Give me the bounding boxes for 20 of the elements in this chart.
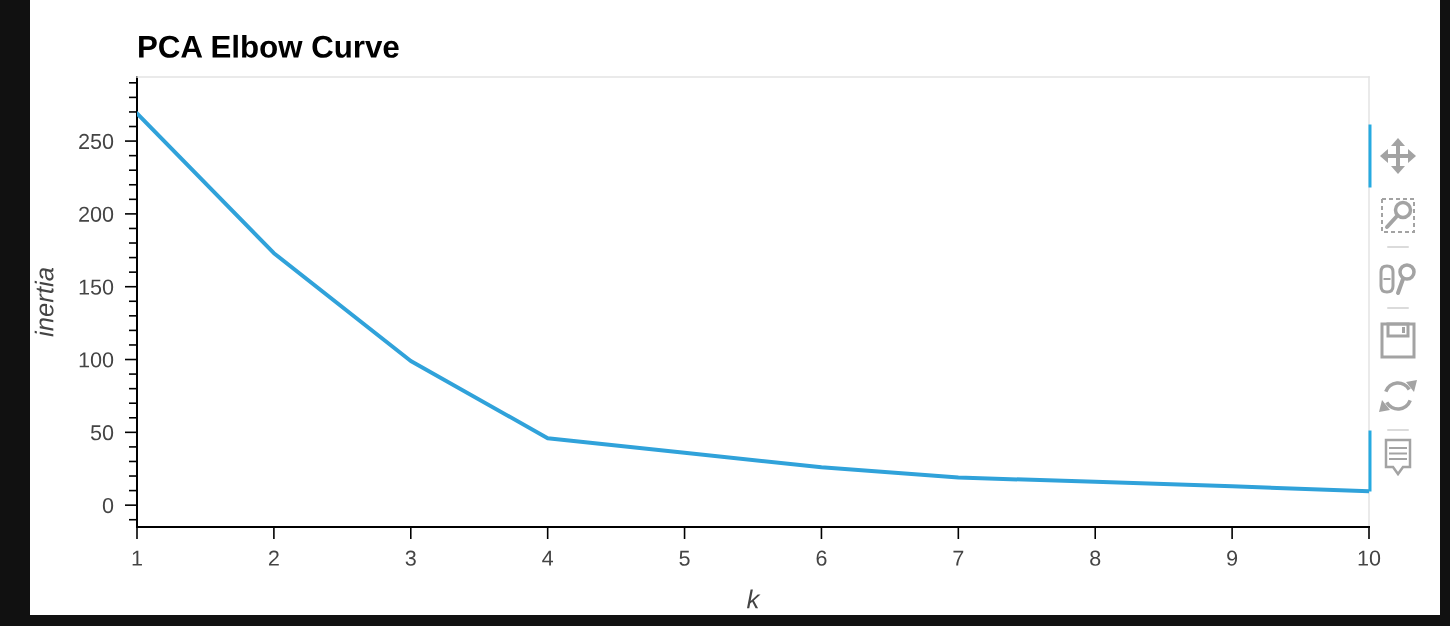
x-tick-label: 4 [542, 550, 554, 566]
y-tick-label: 200 [79, 206, 114, 222]
y-tick-label: 50 [90, 425, 114, 441]
y-tick-label: 250 [79, 133, 114, 150]
x-tick-label: 5 [679, 550, 690, 566]
y-tick-label: 100 [79, 352, 114, 368]
line-series [137, 111, 1369, 494]
x-tick-label: 2 [268, 550, 279, 566]
x-tick-label: 9 [1227, 550, 1238, 566]
x-tick-label: 10 [1358, 550, 1381, 566]
x-axis-title: k [747, 589, 761, 609]
x-tick-label: 3 [405, 550, 416, 566]
x-tick-label: 8 [1090, 550, 1101, 566]
y-axis-title: inertia [34, 267, 54, 337]
y-tick-label: 150 [79, 279, 114, 295]
x-tick-label: 7 [953, 550, 964, 566]
y-tick-label: 0 [102, 497, 114, 514]
x-tick-label: 1 [132, 550, 142, 566]
x-tick-label: 6 [816, 550, 827, 566]
chart-title: PCA Elbow Curve [139, 34, 399, 58]
